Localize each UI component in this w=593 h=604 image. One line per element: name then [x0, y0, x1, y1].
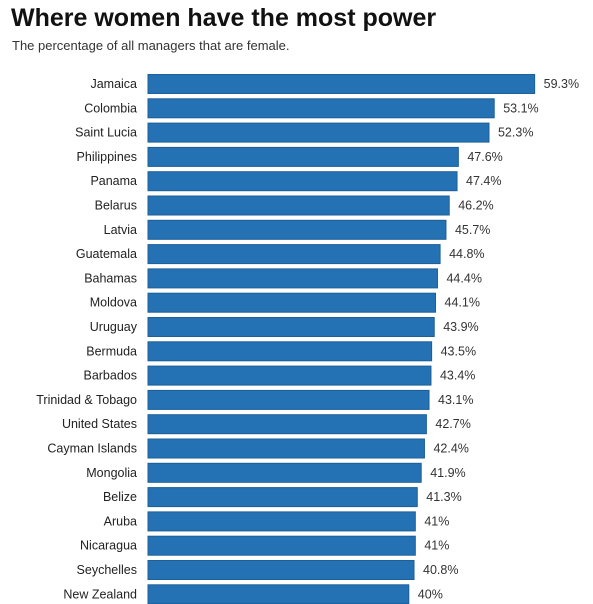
- bar: [147, 462, 422, 483]
- category-label: Belize: [103, 490, 137, 504]
- value-label: 41%: [424, 514, 449, 528]
- category-label: Guatemala: [76, 247, 137, 261]
- category-label: Jamaica: [90, 77, 137, 91]
- value-label: 52.3%: [498, 126, 533, 140]
- value-label: 44.4%: [446, 271, 481, 285]
- category-label: New Zealand: [63, 587, 137, 601]
- bar: [147, 74, 536, 94]
- category-label: Bahamas: [84, 271, 137, 285]
- bar: [147, 560, 415, 580]
- category-label: Saint Lucia: [75, 126, 137, 140]
- category-label: Aruba: [104, 514, 137, 528]
- category-label: Nicaragua: [80, 539, 137, 553]
- value-label: 43.4%: [440, 369, 475, 383]
- value-label: 44.1%: [445, 296, 480, 310]
- bar: [147, 438, 425, 459]
- category-label: Trinidad & Tobago: [36, 393, 137, 407]
- category-label: Uruguay: [90, 320, 138, 334]
- bar: [147, 195, 450, 216]
- bar: [147, 584, 410, 604]
- bar: [147, 122, 490, 143]
- value-label: 42.7%: [435, 417, 470, 431]
- category-label: Philippines: [77, 150, 137, 164]
- bar: [147, 389, 430, 410]
- bar: [147, 98, 495, 119]
- category-labels: Jamaica Colombia Saint Lucia Philippines Pan…: [36, 77, 138, 601]
- value-label: 41%: [424, 539, 449, 553]
- chart-subtitle: The percentage of all managers that are …: [12, 38, 290, 53]
- category-label: Bermuda: [86, 344, 137, 358]
- category-label: Barbados: [83, 369, 137, 383]
- chart-title: Where women have the most power: [11, 4, 437, 32]
- category-label: Cayman Islands: [47, 442, 137, 456]
- value-label: 43.1%: [438, 393, 473, 407]
- value-label: 40%: [418, 587, 443, 601]
- value-label: 47.4%: [466, 174, 501, 188]
- bar: [147, 244, 441, 265]
- bar: [147, 268, 438, 289]
- bar: [147, 317, 435, 337]
- bar: [147, 341, 433, 362]
- value-label: 41.9%: [430, 466, 465, 480]
- value-label: 40.8%: [423, 563, 458, 577]
- bar: [147, 171, 458, 192]
- value-labels: 59.3% 53.1% 52.3% 47.6% 47.4% 46.2% 45.7% 44.8%…: [418, 77, 579, 601]
- category-label: Latvia: [104, 223, 137, 237]
- value-label: 41.3%: [426, 490, 461, 504]
- bar: [147, 511, 416, 532]
- bar: [147, 414, 427, 435]
- value-label: 42.4%: [433, 442, 468, 456]
- category-label: Moldova: [90, 296, 137, 310]
- bar: [147, 365, 432, 386]
- bars: [147, 74, 536, 604]
- category-label: Seychelles: [77, 563, 137, 577]
- bar: [147, 219, 447, 240]
- category-label: Colombia: [84, 101, 137, 115]
- category-label: Mongolia: [86, 466, 137, 480]
- category-label: Panama: [90, 174, 137, 188]
- bar: [147, 292, 437, 313]
- value-label: 43.5%: [441, 344, 476, 358]
- value-label: 46.2%: [458, 199, 493, 213]
- value-label: 44.8%: [449, 247, 484, 261]
- bar: [147, 146, 459, 167]
- value-label: 45.7%: [455, 223, 490, 237]
- value-label: 47.6%: [467, 150, 502, 164]
- value-label: 59.3%: [544, 77, 579, 91]
- category-label: Belarus: [95, 199, 137, 213]
- value-label: 43.9%: [443, 320, 478, 334]
- category-label: United States: [62, 417, 137, 431]
- bar: [147, 535, 416, 556]
- value-label: 53.1%: [503, 101, 538, 115]
- bar: [147, 487, 418, 508]
